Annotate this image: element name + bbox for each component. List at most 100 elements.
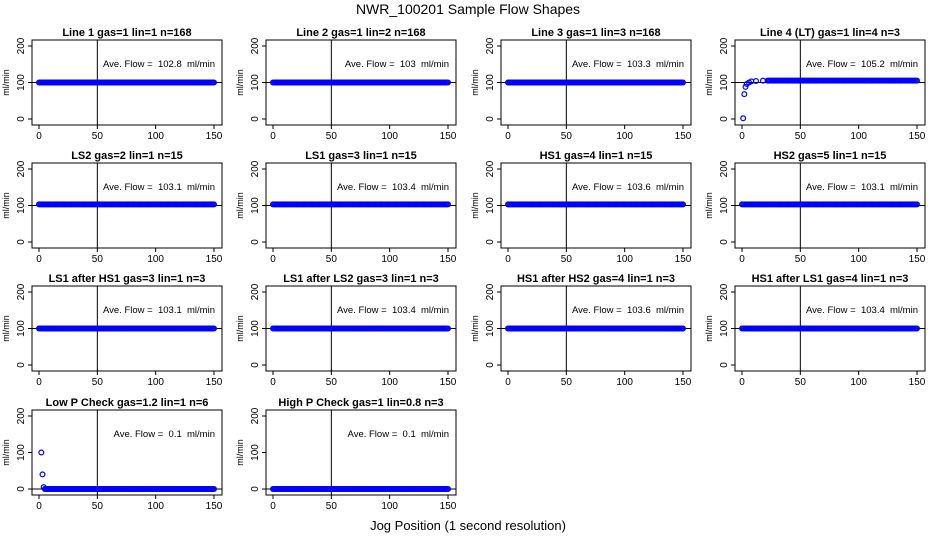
y-tick-label: 0 [16, 239, 27, 245]
data-point [913, 325, 920, 332]
panel-14: High P Check gas=1 lin=0.8 n=3 0 50 100 150 0… [235, 397, 457, 512]
panel-4: Line 4 (LT) gas=1 lin=4 n=3 0 50 100 150 0 100… [704, 27, 926, 142]
panel-2: Line 2 gas=1 lin=2 n=168 0 50 100 150 0 100 200… [235, 27, 457, 142]
panel-3: Line 3 gas=1 lin=3 n=168 0 50 100 150 0 100 200… [470, 27, 692, 142]
x-tick-label: 50 [326, 377, 338, 388]
y-axis-label: ml/min [235, 439, 245, 466]
panel-13: Low P Check gas=1.2 lin=1 n=6 0 50 100 150 0 1… [1, 397, 223, 512]
x-tick-label: 50 [561, 254, 573, 265]
y-tick-label: 0 [16, 116, 27, 122]
y-tick-label: 200 [16, 37, 27, 54]
panel-12: HS1 after LS1 gas=4 lin=1 n=3 0 50 100 150 0 1… [704, 273, 926, 388]
x-tick-label: 0 [36, 254, 42, 265]
y-tick-label: 100 [719, 320, 730, 337]
x-tick-label: 100 [616, 131, 633, 142]
data-point [742, 83, 749, 90]
ave-flow-annotation: Ave. Flow = 103.4 ml/min [806, 305, 918, 316]
data-point [211, 325, 218, 332]
y-tick-label: 200 [719, 37, 730, 54]
y-tick-label: 0 [250, 362, 261, 368]
y-tick-label: 100 [16, 444, 27, 461]
y-tick-label: 0 [719, 362, 730, 368]
x-tick-label: 150 [440, 131, 457, 142]
ave-flow-annotation: Ave. Flow = 0.1 ml/min [114, 429, 215, 440]
data-points [738, 201, 920, 208]
x-tick-label: 100 [381, 501, 398, 512]
x-tick-label: 0 [505, 131, 511, 142]
data-point [752, 78, 759, 85]
x-tick-label: 50 [326, 254, 338, 265]
panel-title: Low P Check gas=1.2 lin=1 n=6 [46, 397, 209, 409]
y-tick-label: 200 [250, 160, 261, 177]
ave-flow-annotation: Ave. Flow = 103.6 ml/min [572, 182, 684, 193]
x-axis-title: Jog Position (1 second resolution) [370, 518, 566, 533]
ave-flow-annotation: Ave. Flow = 103.4 ml/min [337, 182, 449, 193]
ave-flow-annotation: Ave. Flow = 103.1 ml/min [103, 182, 215, 193]
data-points [35, 79, 218, 86]
x-tick-label: 150 [909, 131, 926, 142]
x-tick-label: 50 [795, 254, 807, 265]
x-tick-label: 0 [739, 377, 745, 388]
x-tick-label: 0 [505, 377, 511, 388]
x-tick-label: 100 [616, 377, 633, 388]
data-points [270, 325, 452, 332]
x-tick-label: 0 [270, 377, 276, 388]
x-tick-label: 50 [326, 501, 338, 512]
y-tick-label: 0 [485, 362, 496, 368]
x-tick-label: 0 [739, 254, 745, 265]
y-axis-label: ml/min [235, 69, 245, 96]
data-points [505, 325, 686, 332]
y-tick-label: 200 [16, 283, 27, 300]
x-tick-label: 0 [36, 131, 42, 142]
data-points [270, 79, 452, 86]
panel-title: High P Check gas=1 lin=0.8 n=3 [278, 397, 443, 409]
data-point [211, 201, 218, 208]
y-axis-label: ml/min [1, 69, 11, 96]
panel-title: LS1 gas=3 lin=1 n=15 [305, 150, 417, 162]
y-tick-label: 100 [16, 74, 27, 91]
y-tick-label: 100 [250, 74, 261, 91]
data-point [913, 201, 920, 208]
y-tick-label: 200 [485, 37, 496, 54]
data-point [679, 325, 686, 332]
y-tick-label: 200 [485, 283, 496, 300]
plot-frame [31, 409, 223, 496]
data-points [35, 325, 218, 332]
data-points [35, 201, 218, 208]
ave-flow-annotation: Ave. Flow = 103 ml/min [345, 59, 449, 70]
data-points [505, 79, 686, 86]
y-axis-label: ml/min [1, 192, 11, 219]
x-tick-label: 150 [675, 377, 692, 388]
data-point [445, 325, 452, 332]
x-tick-label: 100 [850, 377, 867, 388]
ave-flow-annotation: Ave. Flow = 0.1 ml/min [348, 429, 449, 440]
panel-6: LS1 gas=3 lin=1 n=15 0 50 100 150 0 100 200 ml/m… [235, 150, 457, 265]
x-tick-label: 100 [147, 377, 164, 388]
panel-title: Line 3 gas=1 lin=3 n=168 [531, 27, 660, 39]
y-tick-label: 200 [250, 407, 261, 424]
data-points [38, 449, 218, 493]
x-tick-label: 0 [505, 254, 511, 265]
x-tick-label: 150 [440, 254, 457, 265]
panel-title: Line 4 (LT) gas=1 lin=4 n=3 [760, 27, 900, 39]
data-points [270, 486, 452, 493]
ave-flow-annotation: Ave. Flow = 103.1 ml/min [806, 182, 918, 193]
panel-7: HS1 gas=4 lin=1 n=15 0 50 100 150 0 100 200 ml/m… [470, 150, 692, 265]
panel-title: HS2 gas=5 lin=1 n=15 [774, 150, 887, 162]
x-tick-label: 100 [381, 131, 398, 142]
x-tick-label: 50 [561, 131, 573, 142]
x-tick-label: 100 [147, 131, 164, 142]
panel-title: Line 2 gas=1 lin=2 n=168 [296, 27, 425, 39]
y-tick-label: 0 [16, 362, 27, 368]
y-tick-label: 200 [250, 37, 261, 54]
x-tick-label: 100 [616, 254, 633, 265]
y-tick-label: 200 [250, 283, 261, 300]
data-point [679, 79, 686, 86]
data-points [505, 201, 686, 208]
x-tick-label: 100 [381, 377, 398, 388]
x-tick-label: 0 [270, 254, 276, 265]
x-tick-label: 150 [675, 254, 692, 265]
y-tick-label: 100 [719, 74, 730, 91]
data-point [445, 79, 452, 86]
